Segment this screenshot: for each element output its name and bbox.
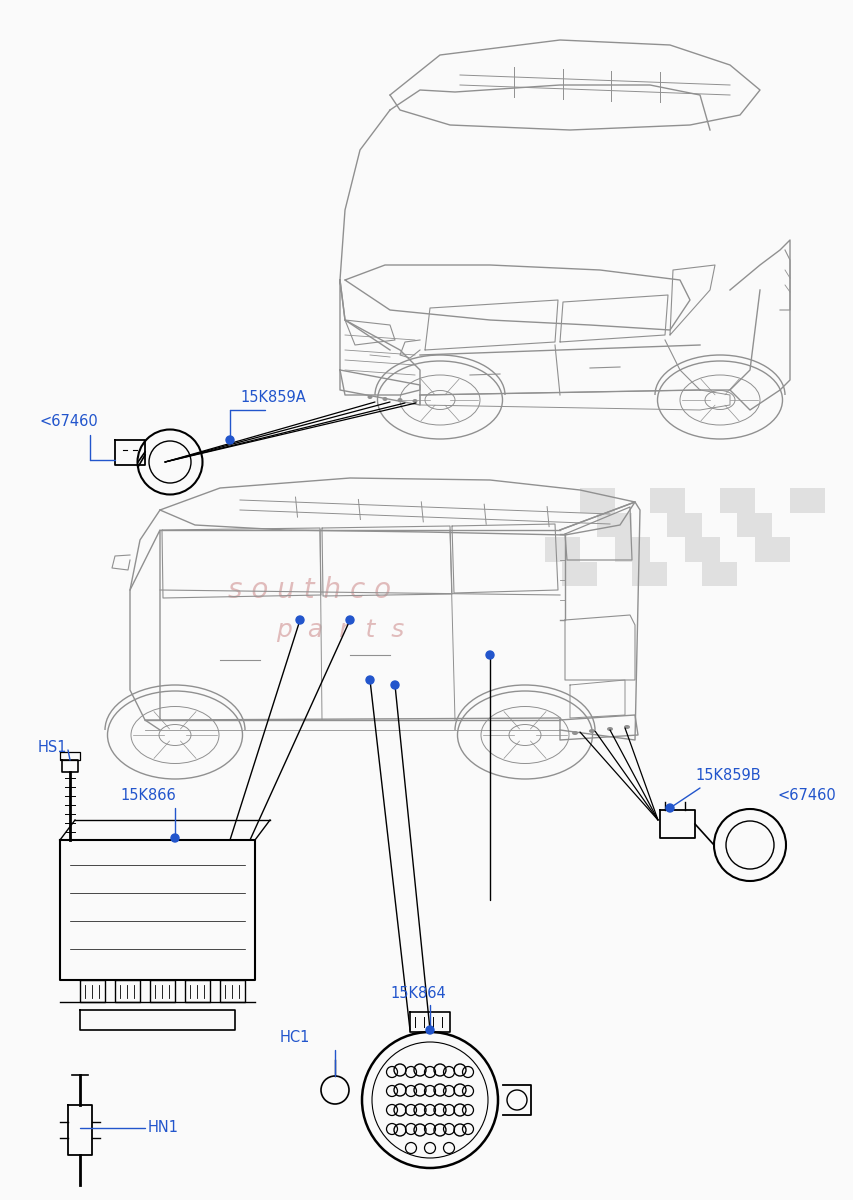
Text: 15K866: 15K866 (120, 788, 176, 804)
Polygon shape (579, 488, 614, 512)
Polygon shape (702, 562, 737, 586)
Text: HN1: HN1 (148, 1121, 179, 1135)
Ellipse shape (397, 398, 402, 402)
Ellipse shape (382, 397, 387, 401)
Circle shape (391, 680, 398, 689)
Circle shape (665, 804, 673, 812)
Polygon shape (684, 538, 719, 562)
Ellipse shape (572, 731, 577, 734)
Polygon shape (562, 562, 597, 586)
Circle shape (485, 650, 493, 659)
Polygon shape (789, 488, 824, 512)
Text: HS1: HS1 (38, 740, 67, 756)
Circle shape (226, 436, 234, 444)
Circle shape (345, 616, 354, 624)
Text: s o u t h c o: s o u t h c o (228, 576, 392, 604)
Polygon shape (597, 512, 632, 538)
Circle shape (366, 676, 374, 684)
Polygon shape (719, 488, 754, 512)
Ellipse shape (589, 728, 595, 733)
Text: 15K864: 15K864 (390, 985, 445, 1001)
Ellipse shape (412, 398, 417, 403)
Text: 15K859B: 15K859B (694, 768, 760, 784)
Text: <67460: <67460 (777, 787, 836, 803)
Text: <67460: <67460 (40, 414, 99, 430)
Polygon shape (632, 562, 667, 586)
Circle shape (171, 834, 179, 842)
Circle shape (426, 1026, 433, 1034)
Polygon shape (754, 538, 789, 562)
Ellipse shape (606, 727, 612, 731)
Text: 15K859A: 15K859A (240, 390, 305, 406)
Ellipse shape (367, 395, 372, 398)
Text: p  a  r  t  s: p a r t s (276, 618, 403, 642)
Polygon shape (649, 488, 684, 512)
Text: HC1: HC1 (280, 1031, 310, 1045)
Polygon shape (544, 538, 579, 562)
Polygon shape (737, 512, 772, 538)
Polygon shape (614, 538, 649, 562)
Polygon shape (667, 512, 702, 538)
Circle shape (296, 616, 304, 624)
Ellipse shape (624, 725, 630, 728)
